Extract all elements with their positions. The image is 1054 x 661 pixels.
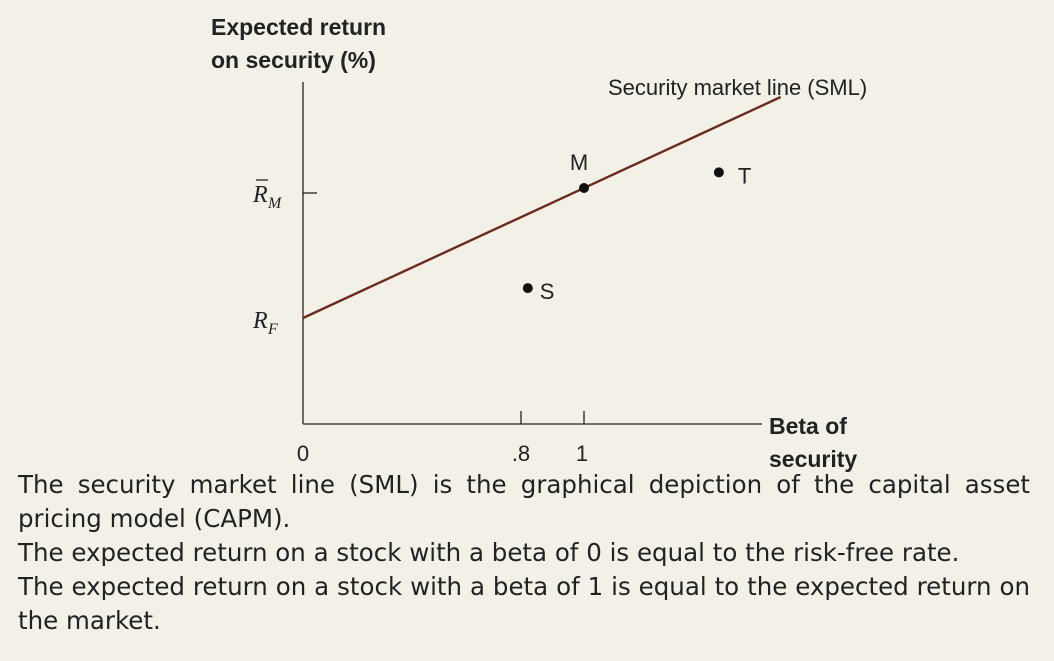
caption: The security market line (SML) is the gr… <box>18 468 1030 638</box>
security-points: M S T <box>522 150 751 304</box>
x-tick-label-0.8: .8 <box>512 441 530 466</box>
sml-chart: Expected return on security (%) Beta of … <box>211 14 867 472</box>
y-tick-rf-main: R <box>252 308 268 334</box>
security-market-line <box>302 95 782 320</box>
point-label-t: T <box>738 163 751 188</box>
x-axis-title-line2: security <box>769 446 857 472</box>
point-label-s: S <box>540 279 555 304</box>
point-s <box>522 283 533 294</box>
y-axis-title-line1: Expected return <box>211 14 386 40</box>
caption-paragraph-2: The expected return on a stock with a be… <box>18 538 960 567</box>
point-label-m: M <box>570 150 588 175</box>
x-tick-label-1: 1 <box>576 441 588 466</box>
y-tick-label-rf: R F <box>252 308 278 338</box>
x-axis-title-line1: Beta of <box>769 413 847 439</box>
point-m <box>579 183 589 193</box>
sml-label: Security market line (SML) <box>608 75 867 100</box>
y-tick-rf-sub: F <box>267 321 278 338</box>
x-tick-label-0: 0 <box>297 441 309 466</box>
caption-paragraph-3: The expected return on a stock with a be… <box>18 572 1030 635</box>
caption-paragraph-1: The security market line (SML) is the gr… <box>18 470 1030 533</box>
y-axis-title-line2: on security (%) <box>211 47 376 73</box>
y-tick-rm-main: R <box>252 182 268 208</box>
y-tick-rm-sub: M <box>267 195 283 212</box>
point-t <box>713 167 724 178</box>
y-tick-label-rm: R M <box>252 179 283 212</box>
